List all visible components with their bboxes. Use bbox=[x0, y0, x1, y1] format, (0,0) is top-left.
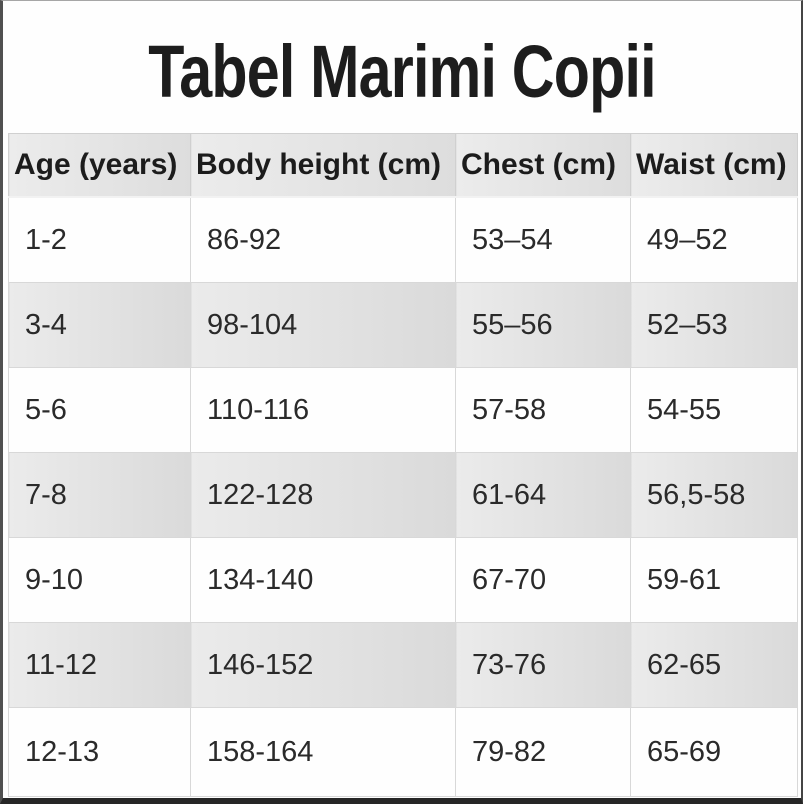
size-table: Age (years) Body height (cm) Chest (cm) Wai… bbox=[8, 133, 798, 797]
table-cell: 62-65 bbox=[630, 622, 798, 708]
table-row: 1-2 86-92 53–54 49–52 bbox=[8, 196, 798, 283]
table-cell: 61-64 bbox=[455, 452, 631, 538]
table-cell: 146-152 bbox=[190, 622, 456, 708]
table-cell: 59-61 bbox=[630, 537, 798, 623]
table-row: 7-8 122-128 61-64 56,5-58 bbox=[8, 452, 798, 538]
table-cell: 52–53 bbox=[630, 282, 798, 368]
table-row: 9-10 134-140 67-70 59-61 bbox=[8, 537, 798, 623]
column-header: Body height (cm) bbox=[190, 133, 456, 198]
column-header: Chest (cm) bbox=[455, 133, 631, 198]
table-cell: 67-70 bbox=[455, 537, 631, 623]
table-cell: 5-6 bbox=[8, 367, 191, 453]
column-header: Waist (cm) bbox=[630, 133, 798, 198]
column-header: Age (years) bbox=[8, 133, 191, 198]
table-cell: 73-76 bbox=[455, 622, 631, 708]
table-cell: 65-69 bbox=[630, 707, 798, 797]
table-row: 12-13 158-164 79-82 65-69 bbox=[8, 707, 798, 797]
table-cell: 1-2 bbox=[8, 196, 191, 283]
table-cell: 134-140 bbox=[190, 537, 456, 623]
table-cell: 56,5-58 bbox=[630, 452, 798, 538]
table-cell: 110-116 bbox=[190, 367, 456, 453]
table-cell: 86-92 bbox=[190, 196, 456, 283]
table-cell: 98-104 bbox=[190, 282, 456, 368]
page-title: Tabel Marimi Copii bbox=[148, 30, 656, 113]
table-cell: 54-55 bbox=[630, 367, 798, 453]
table-cell: 122-128 bbox=[190, 452, 456, 538]
table-cell: 7-8 bbox=[8, 452, 191, 538]
table-cell: 11-12 bbox=[8, 622, 191, 708]
table-cell: 158-164 bbox=[190, 707, 456, 797]
table-cell: 53–54 bbox=[455, 196, 631, 283]
table-cell: 57-58 bbox=[455, 367, 631, 453]
table-row: 5-6 110-116 57-58 54-55 bbox=[8, 367, 798, 453]
table-header-row: Age (years) Body height (cm) Chest (cm) Wai… bbox=[8, 133, 798, 198]
table-header: Age (years) Body height (cm) Chest (cm) Wai… bbox=[8, 133, 798, 198]
table-row: 3-4 98-104 55–56 52–53 bbox=[8, 282, 798, 368]
table-cell: 12-13 bbox=[8, 707, 191, 797]
table-cell: 9-10 bbox=[8, 537, 191, 623]
table-cell: 49–52 bbox=[630, 196, 798, 283]
table-cell: 79-82 bbox=[455, 707, 631, 797]
table-cell: 3-4 bbox=[8, 282, 191, 368]
table-cell: 55–56 bbox=[455, 282, 631, 368]
table-body: 1-2 86-92 53–54 49–52 3-4 98-104 55–56 52–53 5-6… bbox=[8, 196, 798, 797]
table-row: 11-12 146-152 73-76 62-65 bbox=[8, 622, 798, 708]
